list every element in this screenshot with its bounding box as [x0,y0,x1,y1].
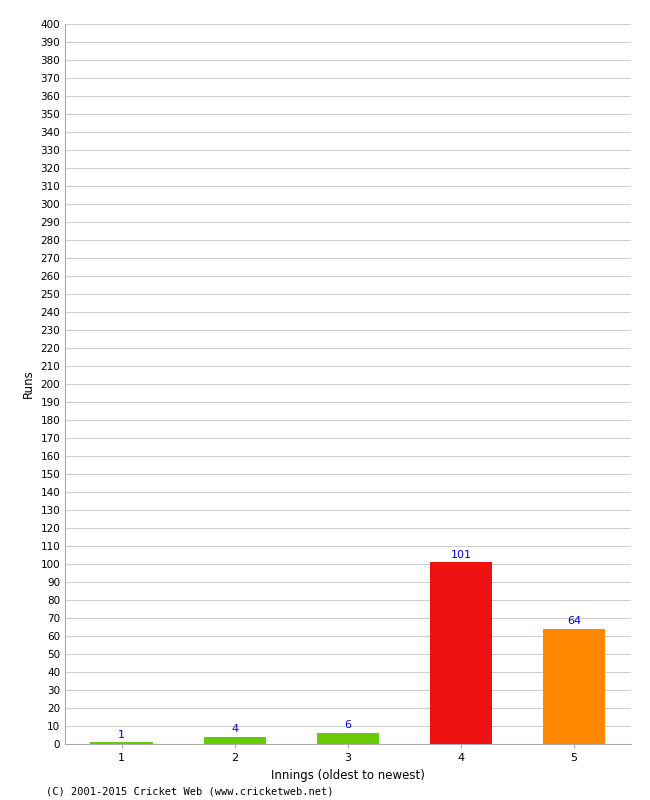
Bar [90,742,153,744]
Y-axis label: Runs: Runs [22,370,35,398]
Text: 101: 101 [450,550,471,559]
Text: 64: 64 [567,616,581,626]
Text: 6: 6 [344,721,351,730]
Bar [543,629,605,744]
Bar [317,733,379,744]
Bar [203,737,266,744]
Bar [430,562,492,744]
Text: (C) 2001-2015 Cricket Web (www.cricketweb.net): (C) 2001-2015 Cricket Web (www.cricketwe… [46,786,333,796]
Text: 1: 1 [118,730,125,739]
Text: 4: 4 [231,724,238,734]
X-axis label: Innings (oldest to newest): Innings (oldest to newest) [271,769,424,782]
